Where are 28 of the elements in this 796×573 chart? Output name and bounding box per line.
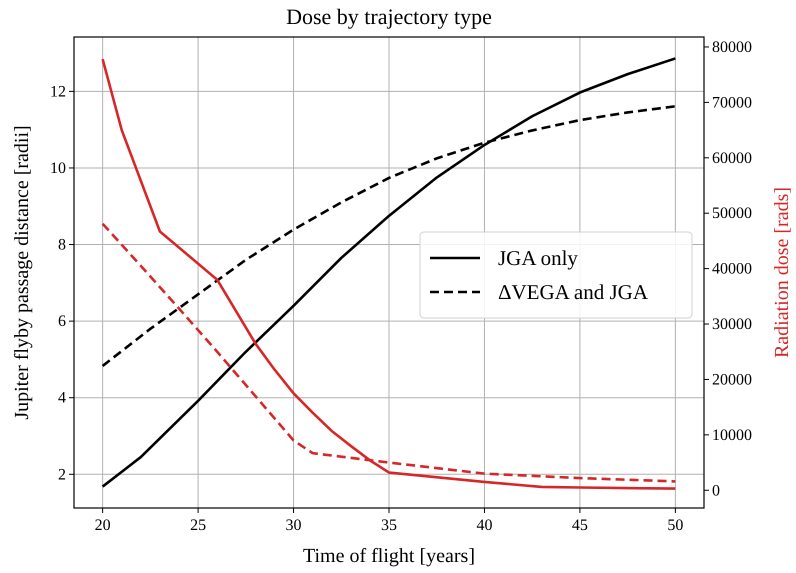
y-tick-label: 2: [58, 466, 66, 484]
y2-tick-label: 20000: [712, 371, 752, 388]
y-axis-title: Jupiter flyby passage distance [radii]: [11, 125, 33, 420]
y2-tick-label: 60000: [712, 150, 752, 167]
y2-axis-title: Radiation dose [rads]: [771, 186, 793, 358]
legend-label: JGA only: [498, 246, 578, 270]
x-tick-label: 35: [381, 517, 397, 534]
y-tick-label: 10: [50, 160, 66, 177]
x-tick-label: 50: [667, 517, 684, 534]
y2-tick-label: 0: [712, 482, 720, 500]
y2-tick-label: 80000: [712, 38, 752, 56]
y2-tick-label: 10000: [712, 426, 752, 444]
y-tick-label: 12: [50, 83, 66, 100]
y-tick-label: 6: [58, 313, 66, 330]
y-tick-label: 4: [58, 390, 66, 407]
legend-label: ΔVEGA and JGA: [498, 280, 649, 304]
x-tick-label: 30: [286, 517, 302, 534]
y2-tick-label: 40000: [712, 260, 752, 278]
x-tick-label: 40: [476, 517, 492, 534]
x-tick-label: 25: [190, 517, 206, 534]
x-tick-label: 45: [572, 517, 588, 534]
y2-tick-label: 50000: [712, 205, 752, 222]
y-tick-label: 8: [58, 236, 66, 254]
y2-tick-label: 30000: [712, 316, 752, 334]
x-axis-title: Time of flight [years]: [302, 545, 476, 567]
y2-tick-label: 70000: [712, 94, 752, 112]
chart-title: Dose by trajectory type: [286, 4, 492, 29]
x-tick-label: 20: [94, 517, 111, 534]
